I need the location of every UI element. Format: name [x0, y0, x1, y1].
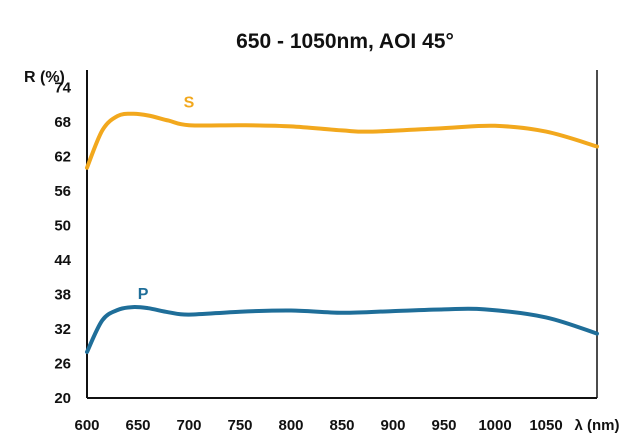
- y-tick-label: 26: [54, 355, 71, 372]
- x-tick-label: 1050: [529, 417, 562, 434]
- y-tick-label: 32: [54, 321, 71, 338]
- x-tick-label: 800: [278, 417, 303, 434]
- x-tick-label: 950: [431, 417, 456, 434]
- y-tick-label: 44: [54, 252, 71, 269]
- series-line-s: [85, 111, 599, 170]
- series-line-p: [85, 305, 599, 354]
- chart-title: 650 - 1050nm, AOI 45°: [236, 30, 454, 53]
- y-tick-label: 20: [54, 390, 71, 407]
- x-tick-label: 700: [176, 417, 201, 434]
- x-tick-label: 850: [329, 417, 354, 434]
- x-tick-label: 600: [74, 417, 99, 434]
- y-tick-label: 62: [54, 148, 71, 165]
- series-group: SP: [85, 94, 599, 354]
- y-tick-label: 38: [54, 286, 71, 303]
- x-tick-label: 1000: [478, 417, 511, 434]
- y-axis-ticks: 74 68 62 56 50 44 38 32 26 20: [54, 79, 71, 407]
- plot-area: [86, 70, 598, 399]
- series-label-s: S: [184, 94, 195, 111]
- series-label-p: P: [138, 286, 149, 303]
- y-axis-label: R (%): [24, 69, 65, 86]
- y-tick-label: 74: [54, 79, 71, 96]
- x-tick-label: 900: [380, 417, 405, 434]
- y-tick-label: 56: [54, 183, 71, 200]
- x-tick-label: 750: [227, 417, 252, 434]
- y-tick-label: 68: [54, 114, 71, 131]
- x-axis-label: λ (nm): [575, 417, 620, 434]
- x-axis-ticks: 600 650 700 750 800 850 900 950 1000 1050 λ (nm): [74, 417, 619, 434]
- y-tick-label: 50: [54, 217, 71, 234]
- x-tick-label: 650: [125, 417, 150, 434]
